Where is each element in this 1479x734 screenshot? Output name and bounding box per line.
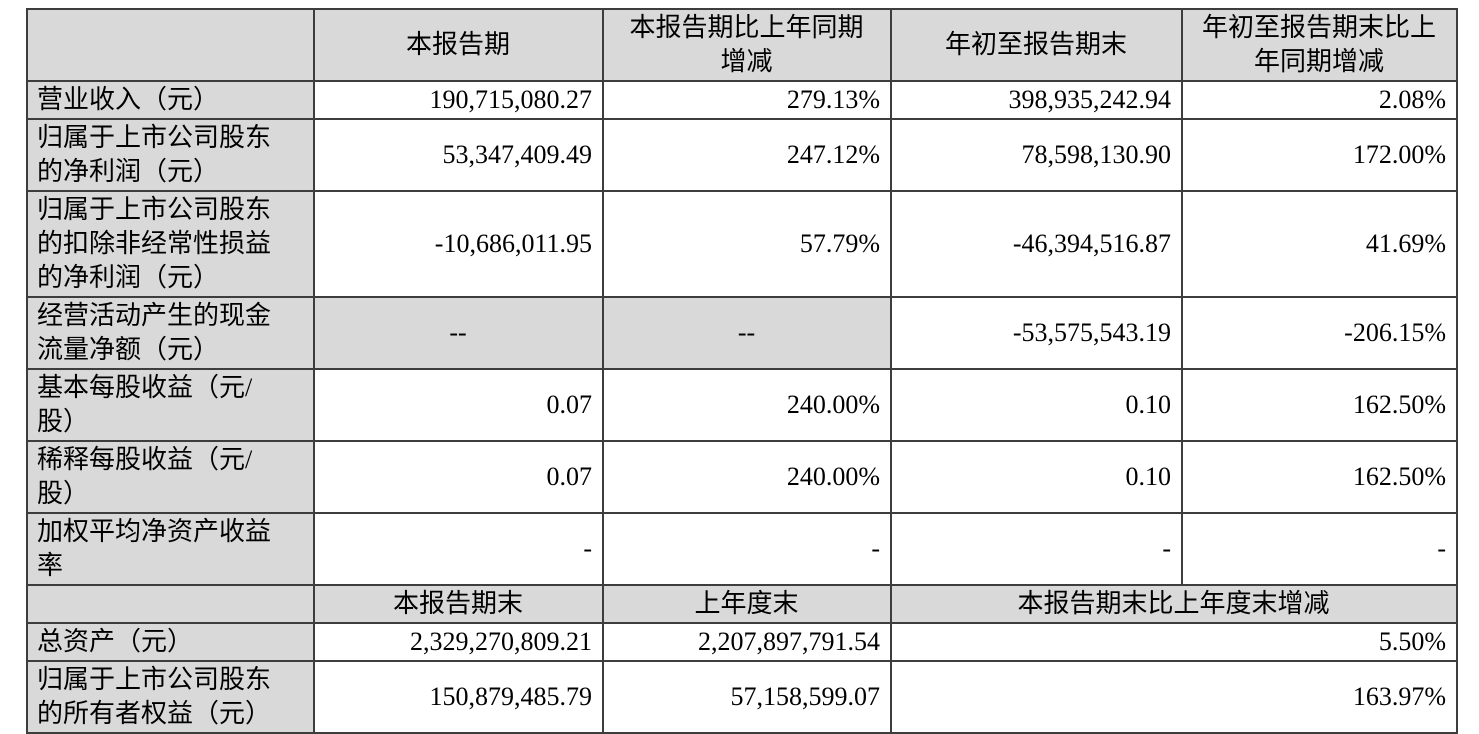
table-row: 经营活动产生的现金 流量净额（元） -- -- -53,575,543.19 -…	[26, 296, 1458, 370]
value-cell: 0.10	[890, 440, 1183, 514]
label-cell: 经营活动产生的现金 流量净额（元）	[26, 296, 315, 370]
value-cell: 5.50%	[890, 622, 1458, 662]
value-cell: 150,879,485.79	[313, 660, 604, 734]
value-cell: -	[313, 512, 604, 586]
label-cell: 基本每股收益（元/ 股）	[26, 368, 315, 442]
value-cell: 2.08%	[1181, 80, 1458, 120]
value-cell: -	[602, 512, 892, 586]
table-row: 基本每股收益（元/ 股） 0.07 240.00% 0.10 162.50%	[26, 368, 1458, 442]
value-cell: 279.13%	[602, 80, 892, 120]
financial-summary-table: 本报告期 本报告期比上年同期 增减 年初至报告期末 年初至报告期末比上 年同期增…	[26, 8, 1458, 734]
value-cell: -	[890, 512, 1183, 586]
value-cell: 398,935,242.94	[890, 80, 1183, 120]
value-cell: -206.15%	[1181, 296, 1458, 370]
table-row: 归属于上市公司股东 的净利润（元） 53,347,409.49 247.12% …	[26, 118, 1458, 192]
value-cell: 162.50%	[1181, 368, 1458, 442]
label-cell: 营业收入（元）	[26, 80, 315, 120]
mid-header-row: 本报告期末 上年度末 本报告期末比上年度末增减	[26, 584, 1458, 624]
label-cell: 稀释每股收益（元/ 股）	[26, 440, 315, 514]
label-cell: 归属于上市公司股东 的扣除非经常性损益 的净利润（元）	[26, 190, 315, 298]
table-row: 加权平均净资产收益 率 - - - -	[26, 512, 1458, 586]
value-cell: 2,329,270,809.21	[313, 622, 604, 662]
value-cell: 0.10	[890, 368, 1183, 442]
label-cell: 总资产（元）	[26, 622, 315, 662]
value-cell: -53,575,543.19	[890, 296, 1183, 370]
table-row: 营业收入（元） 190,715,080.27 279.13% 398,935,2…	[26, 80, 1458, 120]
value-cell: 0.07	[313, 440, 604, 514]
label-cell: 加权平均净资产收益 率	[26, 512, 315, 586]
value-cell: 53,347,409.49	[313, 118, 604, 192]
table-row: 总资产（元） 2,329,270,809.21 2,207,897,791.54…	[26, 622, 1458, 662]
top-header-row: 本报告期 本报告期比上年同期 增减 年初至报告期末 年初至报告期末比上 年同期增…	[26, 8, 1458, 82]
header-cell-ytd-yoy-change: 年初至报告期末比上 年同期增减	[1181, 8, 1458, 82]
value-cell: 247.12%	[602, 118, 892, 192]
value-cell: 163.97%	[890, 660, 1458, 734]
value-cell: --	[313, 296, 604, 370]
value-cell: 2,207,897,791.54	[602, 622, 892, 662]
value-cell: 78,598,130.90	[890, 118, 1183, 192]
header-cell-end-of-period: 本报告期末	[313, 584, 604, 624]
header-cell-ytd: 年初至报告期末	[890, 8, 1183, 82]
value-cell: 41.69%	[1181, 190, 1458, 298]
value-cell: 162.50%	[1181, 440, 1458, 514]
table-row: 归属于上市公司股东 的所有者权益（元） 150,879,485.79 57,15…	[26, 660, 1458, 734]
value-cell: 172.00%	[1181, 118, 1458, 192]
header-cell-current-period-yoy-change: 本报告期比上年同期 增减	[602, 8, 892, 82]
header-cell-current-period: 本报告期	[313, 8, 604, 82]
value-cell: 57,158,599.07	[602, 660, 892, 734]
value-cell: 57.79%	[602, 190, 892, 298]
header-cell-period-vs-last-year-change: 本报告期末比上年度末增减	[890, 584, 1458, 624]
value-cell: 240.00%	[602, 368, 892, 442]
label-cell: 归属于上市公司股东 的净利润（元）	[26, 118, 315, 192]
value-cell: 240.00%	[602, 440, 892, 514]
value-cell: -	[1181, 512, 1458, 586]
header-cell-blank	[26, 584, 315, 624]
header-cell-end-of-last-year: 上年度末	[602, 584, 892, 624]
value-cell: 0.07	[313, 368, 604, 442]
value-cell: -46,394,516.87	[890, 190, 1183, 298]
value-cell: -10,686,011.95	[313, 190, 604, 298]
label-cell: 归属于上市公司股东 的所有者权益（元）	[26, 660, 315, 734]
value-cell: 190,715,080.27	[313, 80, 604, 120]
value-cell: --	[602, 296, 892, 370]
table-row: 稀释每股收益（元/ 股） 0.07 240.00% 0.10 162.50%	[26, 440, 1458, 514]
table-row: 归属于上市公司股东 的扣除非经常性损益 的净利润（元） -10,686,011.…	[26, 190, 1458, 298]
header-cell-blank	[26, 8, 315, 82]
